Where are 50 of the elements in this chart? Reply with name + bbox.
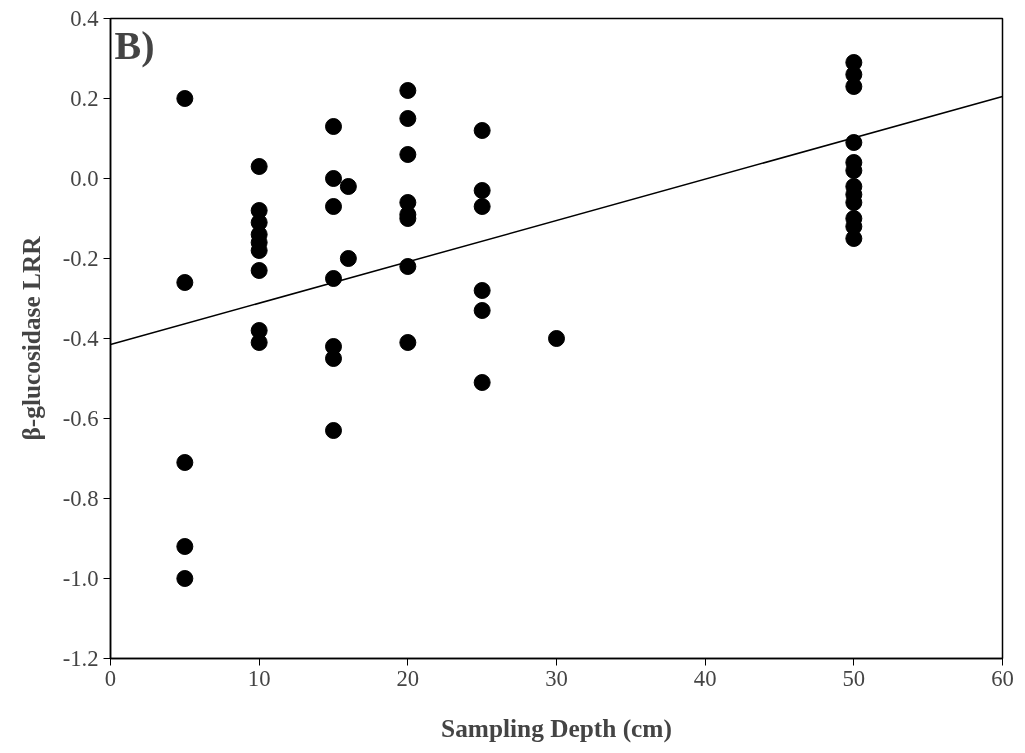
y-tick-label: 0.0 <box>70 166 99 191</box>
y-tick-label: -0.2 <box>62 246 99 271</box>
point <box>250 158 268 175</box>
point <box>339 250 357 267</box>
x-axis-title: Sampling Depth (cm) <box>441 713 672 743</box>
point <box>399 82 417 99</box>
y-tick-label: -1.2 <box>62 646 99 671</box>
point <box>250 262 268 279</box>
point <box>548 330 565 347</box>
point <box>339 178 357 195</box>
point <box>325 422 342 439</box>
y-tick-label: 0.2 <box>70 86 99 111</box>
y-tick-label: -1.0 <box>62 566 99 591</box>
point <box>325 118 342 135</box>
point <box>399 258 417 275</box>
point <box>325 198 342 215</box>
annotation: B) <box>114 22 155 68</box>
x-tick-label: 30 <box>545 665 568 691</box>
x-tick-label: 0 <box>104 665 117 691</box>
point <box>473 122 491 139</box>
x-tick-label: 50 <box>842 665 866 691</box>
y-tick-label: -0.4 <box>62 326 99 351</box>
x-tick-label: 60 <box>991 665 1014 691</box>
x-tick-label: 10 <box>247 665 271 691</box>
point <box>399 146 417 163</box>
point <box>473 282 491 299</box>
point <box>399 334 417 351</box>
point <box>845 78 863 95</box>
point <box>325 270 342 287</box>
point <box>325 170 342 187</box>
point <box>176 454 194 471</box>
point <box>176 538 194 555</box>
x-tick-label: 40 <box>693 665 717 691</box>
y-tick-label: 0.4 <box>70 6 99 31</box>
y-tick-label: -0.6 <box>62 406 99 431</box>
point <box>176 90 194 107</box>
point <box>250 334 268 351</box>
point <box>845 230 863 247</box>
x-tick-label: 20 <box>396 665 420 691</box>
point <box>473 302 491 319</box>
y-axis-title: β-glucosidase LRR <box>16 235 45 441</box>
point <box>325 350 342 367</box>
point <box>176 274 194 291</box>
y-tick-label: -0.8 <box>62 486 99 511</box>
point <box>473 374 491 391</box>
point <box>399 110 417 127</box>
point <box>845 134 863 151</box>
point <box>176 570 194 587</box>
point <box>473 198 491 215</box>
point <box>473 182 491 199</box>
